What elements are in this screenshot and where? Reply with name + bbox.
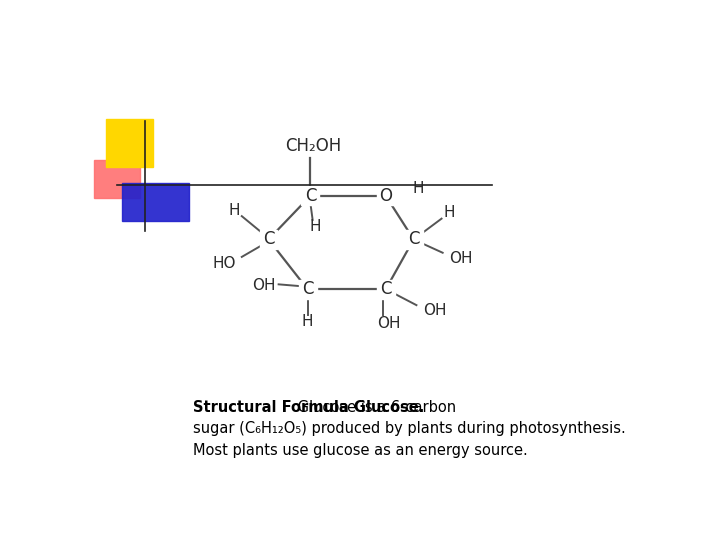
Text: C: C bbox=[380, 280, 392, 298]
Text: Most plants use glucose as an energy source.: Most plants use glucose as an energy sou… bbox=[193, 443, 528, 458]
Text: O: O bbox=[379, 187, 392, 205]
Text: H: H bbox=[302, 314, 313, 329]
Text: C: C bbox=[408, 231, 419, 248]
Text: Glucose is a 6-carbon: Glucose is a 6-carbon bbox=[292, 400, 456, 415]
Text: H: H bbox=[413, 181, 424, 196]
Text: OH: OH bbox=[377, 316, 400, 331]
Bar bbox=[377, 280, 395, 299]
Text: H: H bbox=[444, 205, 455, 220]
Text: sugar (C₆H₁₂O₅) produced by plants during photosynthesis.: sugar (C₆H₁₂O₅) produced by plants durin… bbox=[193, 421, 626, 436]
Text: OH: OH bbox=[449, 251, 473, 266]
Text: OH: OH bbox=[423, 302, 446, 318]
Bar bbox=[260, 230, 277, 249]
Bar bbox=[106, 119, 153, 167]
Text: HO: HO bbox=[212, 255, 235, 271]
Text: H: H bbox=[309, 219, 320, 234]
Bar bbox=[377, 186, 395, 205]
Text: C: C bbox=[302, 280, 313, 298]
Bar bbox=[299, 280, 317, 299]
Text: OH: OH bbox=[252, 278, 276, 293]
Bar bbox=[405, 230, 423, 249]
Text: H: H bbox=[228, 203, 240, 218]
Text: C: C bbox=[263, 231, 274, 248]
Bar bbox=[122, 183, 189, 221]
Bar bbox=[94, 160, 140, 198]
Text: Structural Formula Glucose.: Structural Formula Glucose. bbox=[193, 400, 425, 415]
Text: C: C bbox=[305, 187, 316, 205]
Text: CH₂OH: CH₂OH bbox=[285, 137, 341, 155]
Bar bbox=[302, 186, 320, 205]
